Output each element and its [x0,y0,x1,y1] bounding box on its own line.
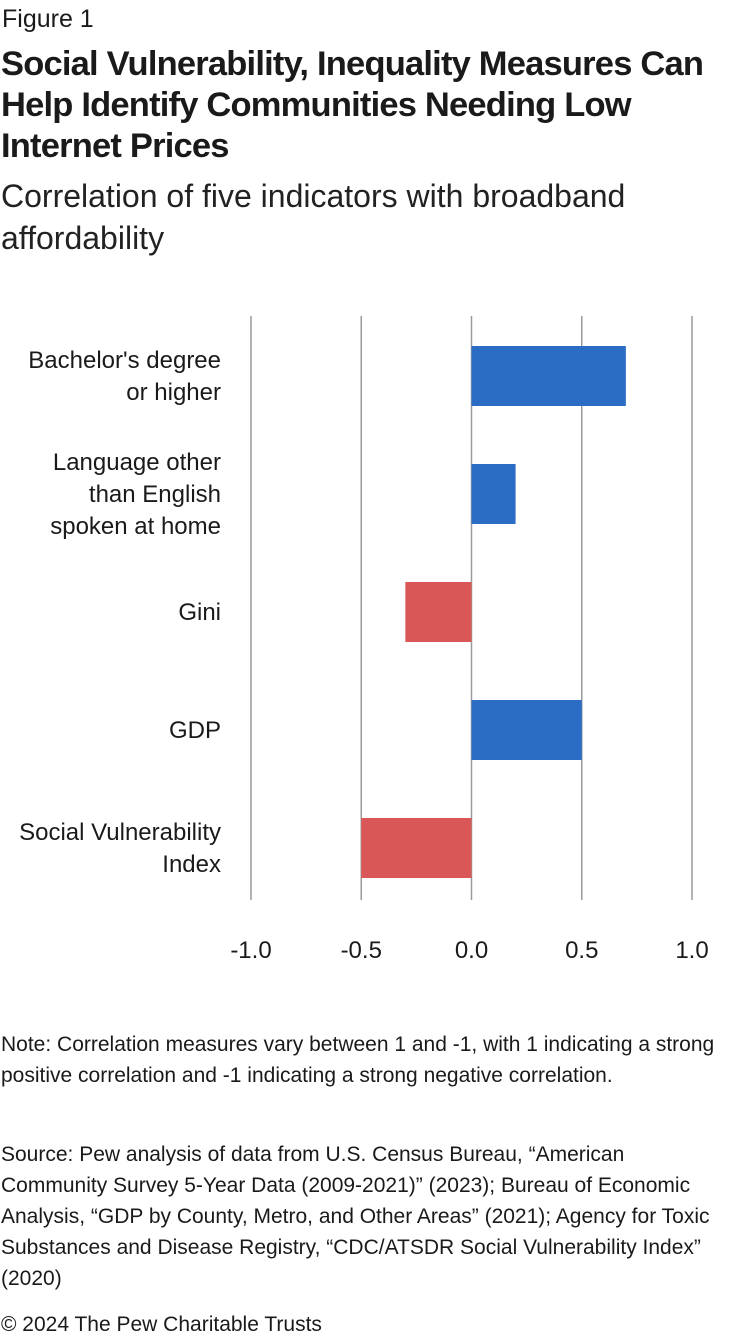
bar-chart: Bachelor's degree or higher Language other… [19,316,709,964]
category-label: Social Vulnerability Index [19,819,221,878]
category-label: GDP [169,717,221,744]
bar [405,582,472,642]
chart-note: Note: Correlation measures vary between … [1,1033,715,1087]
bars [361,346,626,878]
category-label: Gini [178,599,221,626]
x-tick-label: 0.5 [565,937,598,964]
category-label: Bachelor's degree or higher [28,347,221,406]
category-labels: Bachelor's degree or higher Language other… [19,347,221,878]
bar [471,700,582,760]
chart-subtitle: Correlation of five indicators with broa… [1,178,626,256]
x-tick-label: -1.0 [230,937,271,964]
chart-source: Source: Pew analysis of data from U.S. C… [1,1143,710,1290]
bar [361,818,472,878]
chart-title: Social Vulnerability, Inequality Measure… [1,45,704,165]
x-tick-label: 1.0 [675,937,708,964]
category-label: Language other than English spoken at home [50,449,221,540]
bar [471,346,626,406]
figure-label: Figure 1 [2,5,94,33]
copyright: © 2024 The Pew Charitable Trusts [1,1313,322,1336]
bar [471,464,516,524]
x-tick-label: 0.0 [455,937,488,964]
x-axis-ticks: -1.0 -0.5 0.0 0.5 1.0 [230,937,708,964]
x-tick-label: -0.5 [341,937,382,964]
